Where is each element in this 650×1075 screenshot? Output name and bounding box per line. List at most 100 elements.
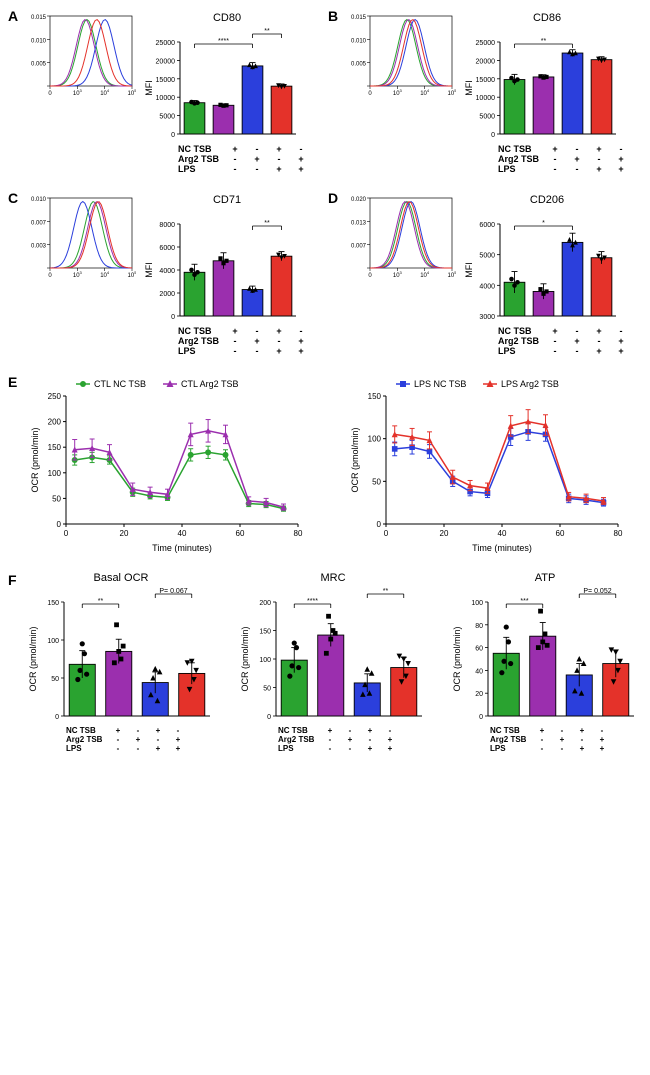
svg-text:0: 0 xyxy=(377,520,382,529)
ocr-chart-lps: LPS NC TSBLPS Arg2 TSB050100150020406080… xyxy=(346,374,626,554)
svg-text:3000: 3000 xyxy=(479,314,495,321)
svg-text:103: 103 xyxy=(393,270,403,279)
svg-text:20: 20 xyxy=(440,529,449,538)
svg-text:0.010: 0.010 xyxy=(351,38,367,44)
svg-text:20000: 20000 xyxy=(476,58,496,65)
svg-text:**: ** xyxy=(98,598,104,605)
svg-text:CTL Arg2 TSB: CTL Arg2 TSB xyxy=(181,379,239,389)
panel-label-a: A xyxy=(8,8,18,24)
bar-chart-f-0: 050100150**P= 0.067OCR (pmol/min) xyxy=(26,584,216,724)
svg-text:OCR (pmol/min): OCR (pmol/min) xyxy=(350,427,360,492)
svg-text:60: 60 xyxy=(556,529,565,538)
treatment-table: NC TSB+-+-Arg2 TSB-+-+LPS--++ xyxy=(498,326,632,356)
treatment-table: NC TSB+-+-Arg2 TSB-+-+LPS--++ xyxy=(490,726,640,753)
svg-text:60: 60 xyxy=(475,646,483,653)
svg-text:100: 100 xyxy=(471,600,483,607)
chart-title-f-0: Basal OCR xyxy=(26,572,216,584)
svg-text:105: 105 xyxy=(448,88,456,97)
svg-text:105: 105 xyxy=(128,270,136,279)
svg-text:100: 100 xyxy=(259,657,271,664)
svg-text:0: 0 xyxy=(267,714,271,721)
svg-text:50: 50 xyxy=(51,676,59,683)
svg-text:104: 104 xyxy=(420,88,430,97)
svg-text:**: ** xyxy=(264,220,270,227)
svg-text:80: 80 xyxy=(294,529,303,538)
svg-text:104: 104 xyxy=(420,270,430,279)
svg-text:0: 0 xyxy=(368,273,372,279)
svg-text:50: 50 xyxy=(372,477,381,486)
svg-text:0.015: 0.015 xyxy=(31,15,47,21)
bar-chart-c: 02000400060008000**MFI xyxy=(142,206,312,324)
svg-text:0: 0 xyxy=(171,132,175,139)
svg-text:**: ** xyxy=(264,28,270,35)
svg-text:150: 150 xyxy=(368,392,382,401)
svg-text:4000: 4000 xyxy=(479,283,495,290)
svg-text:OCR (pmol/min): OCR (pmol/min) xyxy=(452,626,462,691)
svg-text:200: 200 xyxy=(259,600,271,607)
svg-text:200: 200 xyxy=(48,418,62,427)
svg-text:0: 0 xyxy=(57,520,62,529)
svg-text:0: 0 xyxy=(491,132,495,139)
svg-text:60: 60 xyxy=(236,529,245,538)
svg-text:0.020: 0.020 xyxy=(351,197,367,203)
svg-text:40: 40 xyxy=(178,529,187,538)
svg-text:103: 103 xyxy=(73,88,83,97)
svg-text:104: 104 xyxy=(100,270,110,279)
panel-label-f: F xyxy=(8,572,17,588)
svg-text:150: 150 xyxy=(48,443,62,452)
svg-text:25000: 25000 xyxy=(156,40,176,47)
svg-text:100: 100 xyxy=(47,638,59,645)
svg-text:10000: 10000 xyxy=(156,95,176,102)
svg-text:P= 0.052: P= 0.052 xyxy=(583,588,611,595)
svg-text:103: 103 xyxy=(73,270,83,279)
svg-text:OCR (pmol/min): OCR (pmol/min) xyxy=(30,427,40,492)
bar-chart-f-1: 050100150200******OCR (pmol/min) xyxy=(238,584,428,724)
svg-text:15000: 15000 xyxy=(476,77,496,84)
svg-text:0: 0 xyxy=(48,273,52,279)
svg-text:0.003: 0.003 xyxy=(31,244,47,250)
svg-text:8000: 8000 xyxy=(159,222,175,229)
treatment-table: NC TSB+-+-Arg2 TSB-+-+LPS--++ xyxy=(66,726,216,753)
svg-text:****: **** xyxy=(218,38,229,45)
panel-label-d: D xyxy=(328,190,338,206)
svg-text:LPS NC TSB: LPS NC TSB xyxy=(414,379,466,389)
svg-text:0.005: 0.005 xyxy=(31,62,47,68)
svg-text:MFI: MFI xyxy=(464,80,474,96)
svg-text:0: 0 xyxy=(55,714,59,721)
treatment-table: NC TSB+-+-Arg2 TSB-+-+LPS--++ xyxy=(178,144,312,174)
svg-text:0.007: 0.007 xyxy=(31,220,47,226)
svg-text:20: 20 xyxy=(120,529,129,538)
svg-text:20: 20 xyxy=(475,691,483,698)
svg-text:80: 80 xyxy=(614,529,623,538)
svg-text:105: 105 xyxy=(448,270,456,279)
svg-text:MFI: MFI xyxy=(144,262,154,278)
treatment-table: NC TSB+-+-Arg2 TSB-+-+LPS--++ xyxy=(498,144,632,174)
svg-text:100: 100 xyxy=(368,435,382,444)
svg-text:103: 103 xyxy=(393,88,403,97)
panel-label-c: C xyxy=(8,190,18,206)
svg-text:***: *** xyxy=(520,598,528,605)
svg-text:4000: 4000 xyxy=(159,268,175,275)
svg-text:40: 40 xyxy=(498,529,507,538)
svg-text:0: 0 xyxy=(64,529,69,538)
ocr-chart-ctl: CTL NC TSBCTL Arg2 TSB050100150200250020… xyxy=(26,374,306,554)
bar-chart-b: 0500010000150002000025000**MFI xyxy=(462,24,632,142)
svg-text:0.005: 0.005 xyxy=(351,62,367,68)
histogram-d: 0.0070.0130.0200103104105 xyxy=(346,194,456,284)
svg-text:0: 0 xyxy=(384,529,389,538)
svg-text:250: 250 xyxy=(48,392,62,401)
histogram-a: 0.0050.0100.0150103104105 xyxy=(26,12,136,102)
svg-text:150: 150 xyxy=(47,600,59,607)
bar-chart-f-2: 020406080100***P= 0.052OCR (pmol/min) xyxy=(450,584,640,724)
histogram-c: 0.0030.0070.0100103104105 xyxy=(26,194,136,284)
svg-text:150: 150 xyxy=(259,629,271,636)
chart-title-d: CD206 xyxy=(462,194,632,206)
treatment-table: NC TSB+-+-Arg2 TSB-+-+LPS--++ xyxy=(278,726,428,753)
chart-title-a: CD80 xyxy=(142,12,312,24)
svg-text:**: ** xyxy=(541,38,547,45)
svg-text:0: 0 xyxy=(368,91,372,97)
svg-text:0.015: 0.015 xyxy=(351,15,367,21)
panel-label-e: E xyxy=(8,374,17,390)
svg-text:40: 40 xyxy=(475,668,483,675)
svg-text:CTL NC TSB: CTL NC TSB xyxy=(94,379,146,389)
